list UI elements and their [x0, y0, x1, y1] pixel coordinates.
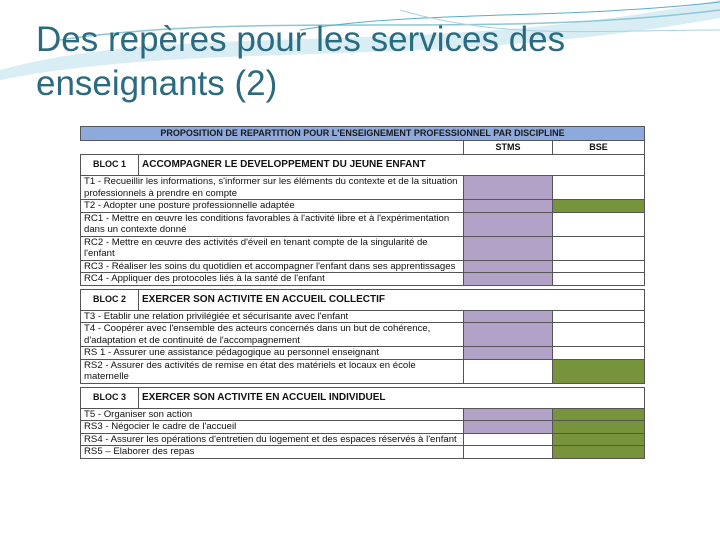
stms-cell-purple [463, 322, 553, 347]
bse-cell-white [552, 235, 645, 261]
bloc-header-row: BLOC 1 ACCOMPAGNER LE DEVELOPPEMENT DU JE… [80, 154, 645, 176]
table-row: RC2 - Mettre en œuvre des activités d'év… [80, 235, 645, 261]
competence-text: RC3 - Réaliser les soins du quotidien et… [80, 259, 464, 273]
repartition-table: PROPOSITION DE REPARTITION POUR L'ENSEIG… [80, 126, 645, 459]
table-row: T2 - Adopter une posture professionnelle… [80, 199, 645, 213]
decorative-swoosh [0, 0, 720, 80]
competence-text: RS4 - Assurer les opérations d'entretien… [80, 432, 464, 446]
competence-text: RC1 - Mettre en œuvre les conditions fav… [80, 211, 464, 237]
bse-cell-green [552, 199, 645, 213]
repartition-table-wrapper: PROPOSITION DE REPARTITION POUR L'ENSEIG… [80, 126, 645, 459]
bloc-label: BLOC 1 [80, 154, 139, 176]
column-header-bse: BSE [552, 140, 645, 155]
bse-cell-white [552, 322, 645, 347]
bloc-title: ACCOMPAGNER LE DEVELOPPEMENT DU JEUNE EN… [138, 154, 645, 176]
stms-cell-purple [463, 199, 553, 213]
bloc-header-row: BLOC 3 EXERCER SON ACTIVITE EN ACCUEIL IN… [80, 386, 645, 409]
competence-text: T5 - Organiser son action [80, 407, 464, 421]
stms-cell-white [463, 432, 553, 446]
competence-text: RC2 - Mettre en œuvre des activités d'év… [80, 235, 464, 261]
table-row: RC4 - Appliquer des protocoles liés à la… [80, 272, 645, 286]
stms-cell-white [463, 445, 553, 459]
table-row: RS3 - Négocier le cadre de l'accueil [80, 420, 645, 434]
table-row: T3 - Etablir une relation privilégiée et… [80, 309, 645, 323]
stms-cell-purple [463, 346, 553, 360]
stms-cell-purple [463, 211, 553, 237]
slide-title-line1: Des repères pour les services des [36, 20, 566, 59]
bse-cell-white [552, 259, 645, 273]
table-row: T4 - Coopérer avec l'ensemble des acteur… [80, 322, 645, 347]
table-header: PROPOSITION DE REPARTITION POUR L'ENSEIG… [80, 126, 645, 141]
column-header-stms: STMS [463, 140, 553, 155]
table-row: RC1 - Mettre en œuvre les conditions fav… [80, 211, 645, 237]
slide-title: Des repères pour les services des enseig… [36, 18, 696, 106]
bse-cell-white [552, 175, 645, 200]
column-header-blank [80, 140, 464, 155]
stms-cell-purple [463, 420, 553, 434]
stms-cell-purple [463, 259, 553, 273]
bse-cell-green [552, 432, 645, 446]
table-row: RS 1 - Assurer une assistance pédagogiqu… [80, 346, 645, 360]
competence-text: RS 1 - Assurer une assistance pédagogiqu… [80, 346, 464, 360]
competence-text: T1 - Recueillir les informations, s'info… [80, 175, 464, 200]
stms-cell-white [463, 358, 553, 384]
bse-cell-white [552, 211, 645, 237]
bloc-label: BLOC 3 [80, 386, 139, 409]
competence-text: RS3 - Négocier le cadre de l'accueil [80, 420, 464, 434]
bloc-header-row: BLOC 2 EXERCER SON ACTIVITE EN ACCUEIL CO… [80, 288, 645, 311]
slide-title-line2: enseignants (2) [36, 64, 278, 103]
stms-cell-purple [463, 272, 553, 286]
bse-cell-white [552, 272, 645, 286]
competence-text: RS5 – Elaborer des repas [80, 445, 464, 459]
bse-cell-green [552, 420, 645, 434]
competence-text: T2 - Adopter une posture professionnelle… [80, 199, 464, 213]
table-row: T1 - Recueillir les informations, s'info… [80, 175, 645, 200]
bse-cell-white [552, 309, 645, 323]
table-row: RS2 - Assurer des activités de remise en… [80, 358, 645, 384]
table-row: T5 - Organiser son action [80, 407, 645, 421]
table-row: RS5 – Elaborer des repas [80, 445, 645, 459]
stms-cell-purple [463, 407, 553, 421]
bloc-title: EXERCER SON ACTIVITE EN ACCUEIL INDIVIDU… [138, 386, 645, 409]
bse-cell-green [552, 358, 645, 384]
bse-cell-green [552, 407, 645, 421]
competence-text: T3 - Etablir une relation privilégiée et… [80, 309, 464, 323]
bse-cell-white [552, 346, 645, 360]
competence-text: T4 - Coopérer avec l'ensemble des acteur… [80, 322, 464, 347]
competence-text: RC4 - Appliquer des protocoles liés à la… [80, 272, 464, 286]
stms-cell-purple [463, 175, 553, 200]
bloc-title: EXERCER SON ACTIVITE EN ACCUEIL COLLECTI… [138, 288, 645, 311]
bloc-label: BLOC 2 [80, 288, 139, 311]
stms-cell-purple [463, 235, 553, 261]
bse-cell-green [552, 445, 645, 459]
table-row: RS4 - Assurer les opérations d'entretien… [80, 432, 645, 446]
stms-cell-purple [463, 309, 553, 323]
competence-text: RS2 - Assurer des activités de remise en… [80, 358, 464, 384]
table-row: RC3 - Réaliser les soins du quotidien et… [80, 259, 645, 273]
